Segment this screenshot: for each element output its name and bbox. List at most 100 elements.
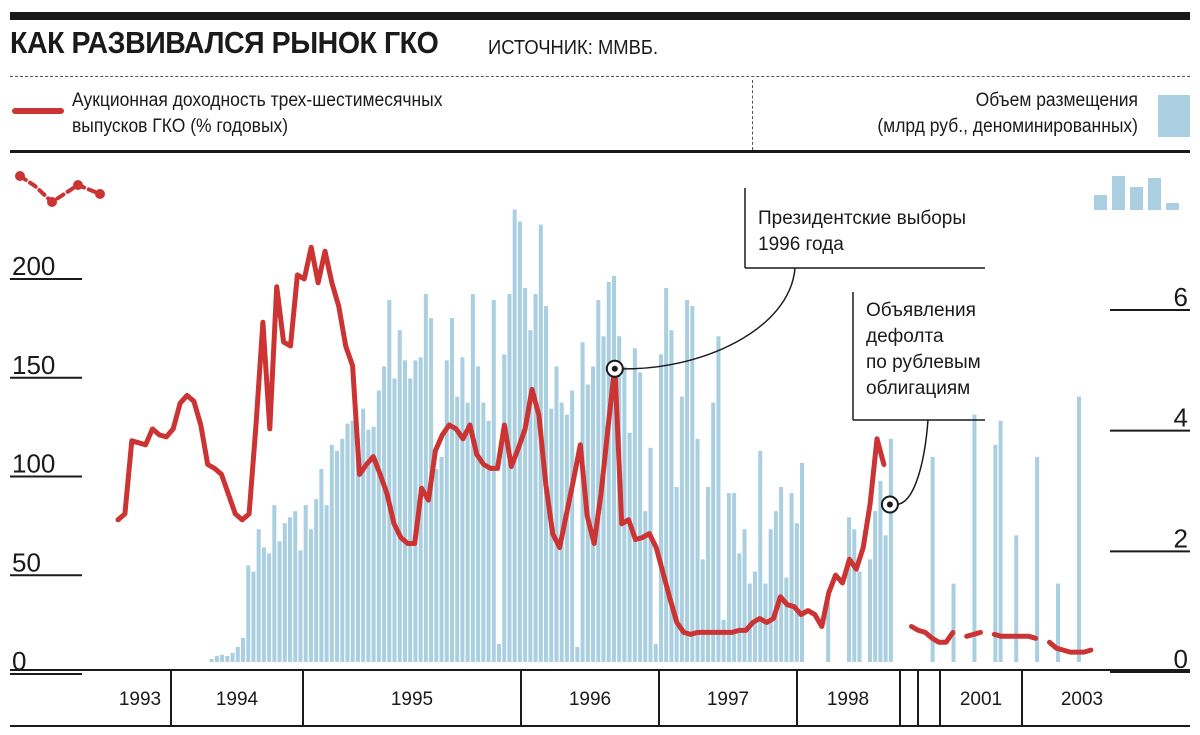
volume-bar	[476, 366, 481, 662]
volume-bar	[883, 535, 888, 662]
line-chart-icon-dot	[95, 189, 105, 199]
right-tick-label: 4	[1174, 403, 1188, 433]
yield-line	[115, 244, 1094, 655]
volume-bar	[732, 493, 737, 662]
volume-bar	[721, 619, 726, 662]
volume-bar	[298, 550, 303, 662]
legend-divider	[752, 80, 753, 150]
volume-bar	[794, 523, 799, 662]
volume-bar	[481, 402, 486, 662]
yield-segment	[964, 629, 983, 639]
volume-bar	[601, 336, 606, 662]
volume-bar	[251, 571, 256, 662]
volume-bar	[737, 553, 742, 662]
volume-bar	[606, 281, 611, 662]
volume-bar	[653, 643, 658, 662]
volume-bar	[658, 354, 663, 662]
year-label: 1996	[569, 689, 611, 710]
volume-bar	[1014, 535, 1019, 662]
volume-bar	[638, 372, 643, 662]
volume-bar	[533, 293, 538, 662]
volume-bar	[293, 511, 298, 662]
volume-bar	[240, 637, 246, 662]
volume-bar	[758, 450, 763, 662]
yield-segment	[991, 631, 1039, 641]
annotation-election-text: 1996 года	[758, 234, 844, 255]
volume-bar	[308, 529, 313, 662]
volume-bar	[329, 444, 334, 662]
volume-bar	[491, 300, 496, 662]
volume-bar	[486, 420, 491, 662]
volume-bar	[690, 306, 695, 662]
legend-volume-swatch	[1158, 95, 1190, 137]
volume-bar	[434, 468, 439, 662]
volume-bar	[993, 444, 998, 662]
volume-bar	[664, 287, 669, 662]
volume-bar	[444, 360, 449, 662]
annotation-default-text: Объявления	[866, 300, 976, 321]
volume-bar	[972, 414, 977, 662]
year-label: 2003	[1061, 689, 1103, 710]
volume-bar	[502, 354, 507, 662]
volume-bar	[340, 438, 345, 662]
annotation-marker-dot	[886, 501, 893, 508]
volume-bar	[1076, 396, 1081, 662]
volume-bar	[371, 426, 376, 662]
volume-bar	[695, 438, 700, 662]
line-chart-icon-path	[18, 174, 102, 205]
volume-bar	[867, 559, 872, 662]
volume-bar	[700, 559, 705, 662]
volume-bar	[596, 300, 601, 662]
volume-bar	[930, 456, 935, 662]
volume-bar	[261, 547, 266, 662]
volume-bar	[214, 655, 219, 662]
volume-bar	[423, 293, 428, 662]
volume-bar	[335, 450, 340, 662]
yield-segment	[909, 624, 956, 645]
volume-bar	[408, 378, 413, 662]
volume-bar	[225, 655, 230, 662]
volume-bar	[324, 505, 329, 662]
legend-yield-line-2: выпусков ГКО (% годовых)	[72, 116, 289, 137]
volume-bar	[570, 390, 575, 662]
year-label: 1995	[391, 689, 433, 710]
volume-bar	[800, 462, 805, 662]
year-label: 1998	[827, 689, 869, 710]
volume-bar	[470, 293, 475, 662]
annotation-election-text: Президентские выборы	[758, 208, 966, 229]
volume-bar	[575, 646, 580, 662]
volume-bar	[319, 468, 324, 662]
volume-bar	[564, 414, 569, 662]
volume-bar	[230, 652, 235, 662]
volume-bar	[314, 499, 319, 662]
volume-bar	[449, 318, 454, 662]
legend-volume-label: Объем размещения (млрд руб., деноминиров…	[779, 88, 1138, 140]
volume-bar	[512, 209, 517, 662]
volume-bar	[345, 423, 350, 662]
annotation-leader	[895, 419, 929, 506]
volume-bar	[460, 357, 465, 662]
volume-bar	[826, 601, 831, 662]
volume-bar	[632, 348, 637, 662]
legend-volume-line-2: (млрд руб., деноминированных)	[877, 116, 1138, 137]
legend-yield-line-1: Аукционная доходность трех-шестимесячных	[72, 90, 443, 111]
volume-bar	[679, 396, 684, 662]
year-label: 2001	[960, 689, 1002, 710]
line-chart-icon-dot	[47, 197, 57, 207]
volume-bar	[507, 293, 512, 662]
bar-chart-icon-bar	[1112, 176, 1125, 210]
volume-bar	[397, 330, 402, 662]
volume-bar	[873, 511, 878, 662]
header-divider	[10, 76, 1190, 77]
volume-bar	[277, 541, 282, 662]
volume-bar	[622, 366, 627, 662]
volume-bar	[303, 505, 308, 662]
volume-bar	[768, 529, 773, 662]
volume-bar	[267, 553, 272, 662]
volume-bar	[685, 300, 690, 662]
volume-bar	[497, 643, 502, 662]
line-chart-icon	[15, 171, 105, 207]
right-tick-label: 6	[1174, 282, 1188, 312]
volume-bar	[361, 408, 366, 662]
volume-bar	[789, 493, 794, 662]
